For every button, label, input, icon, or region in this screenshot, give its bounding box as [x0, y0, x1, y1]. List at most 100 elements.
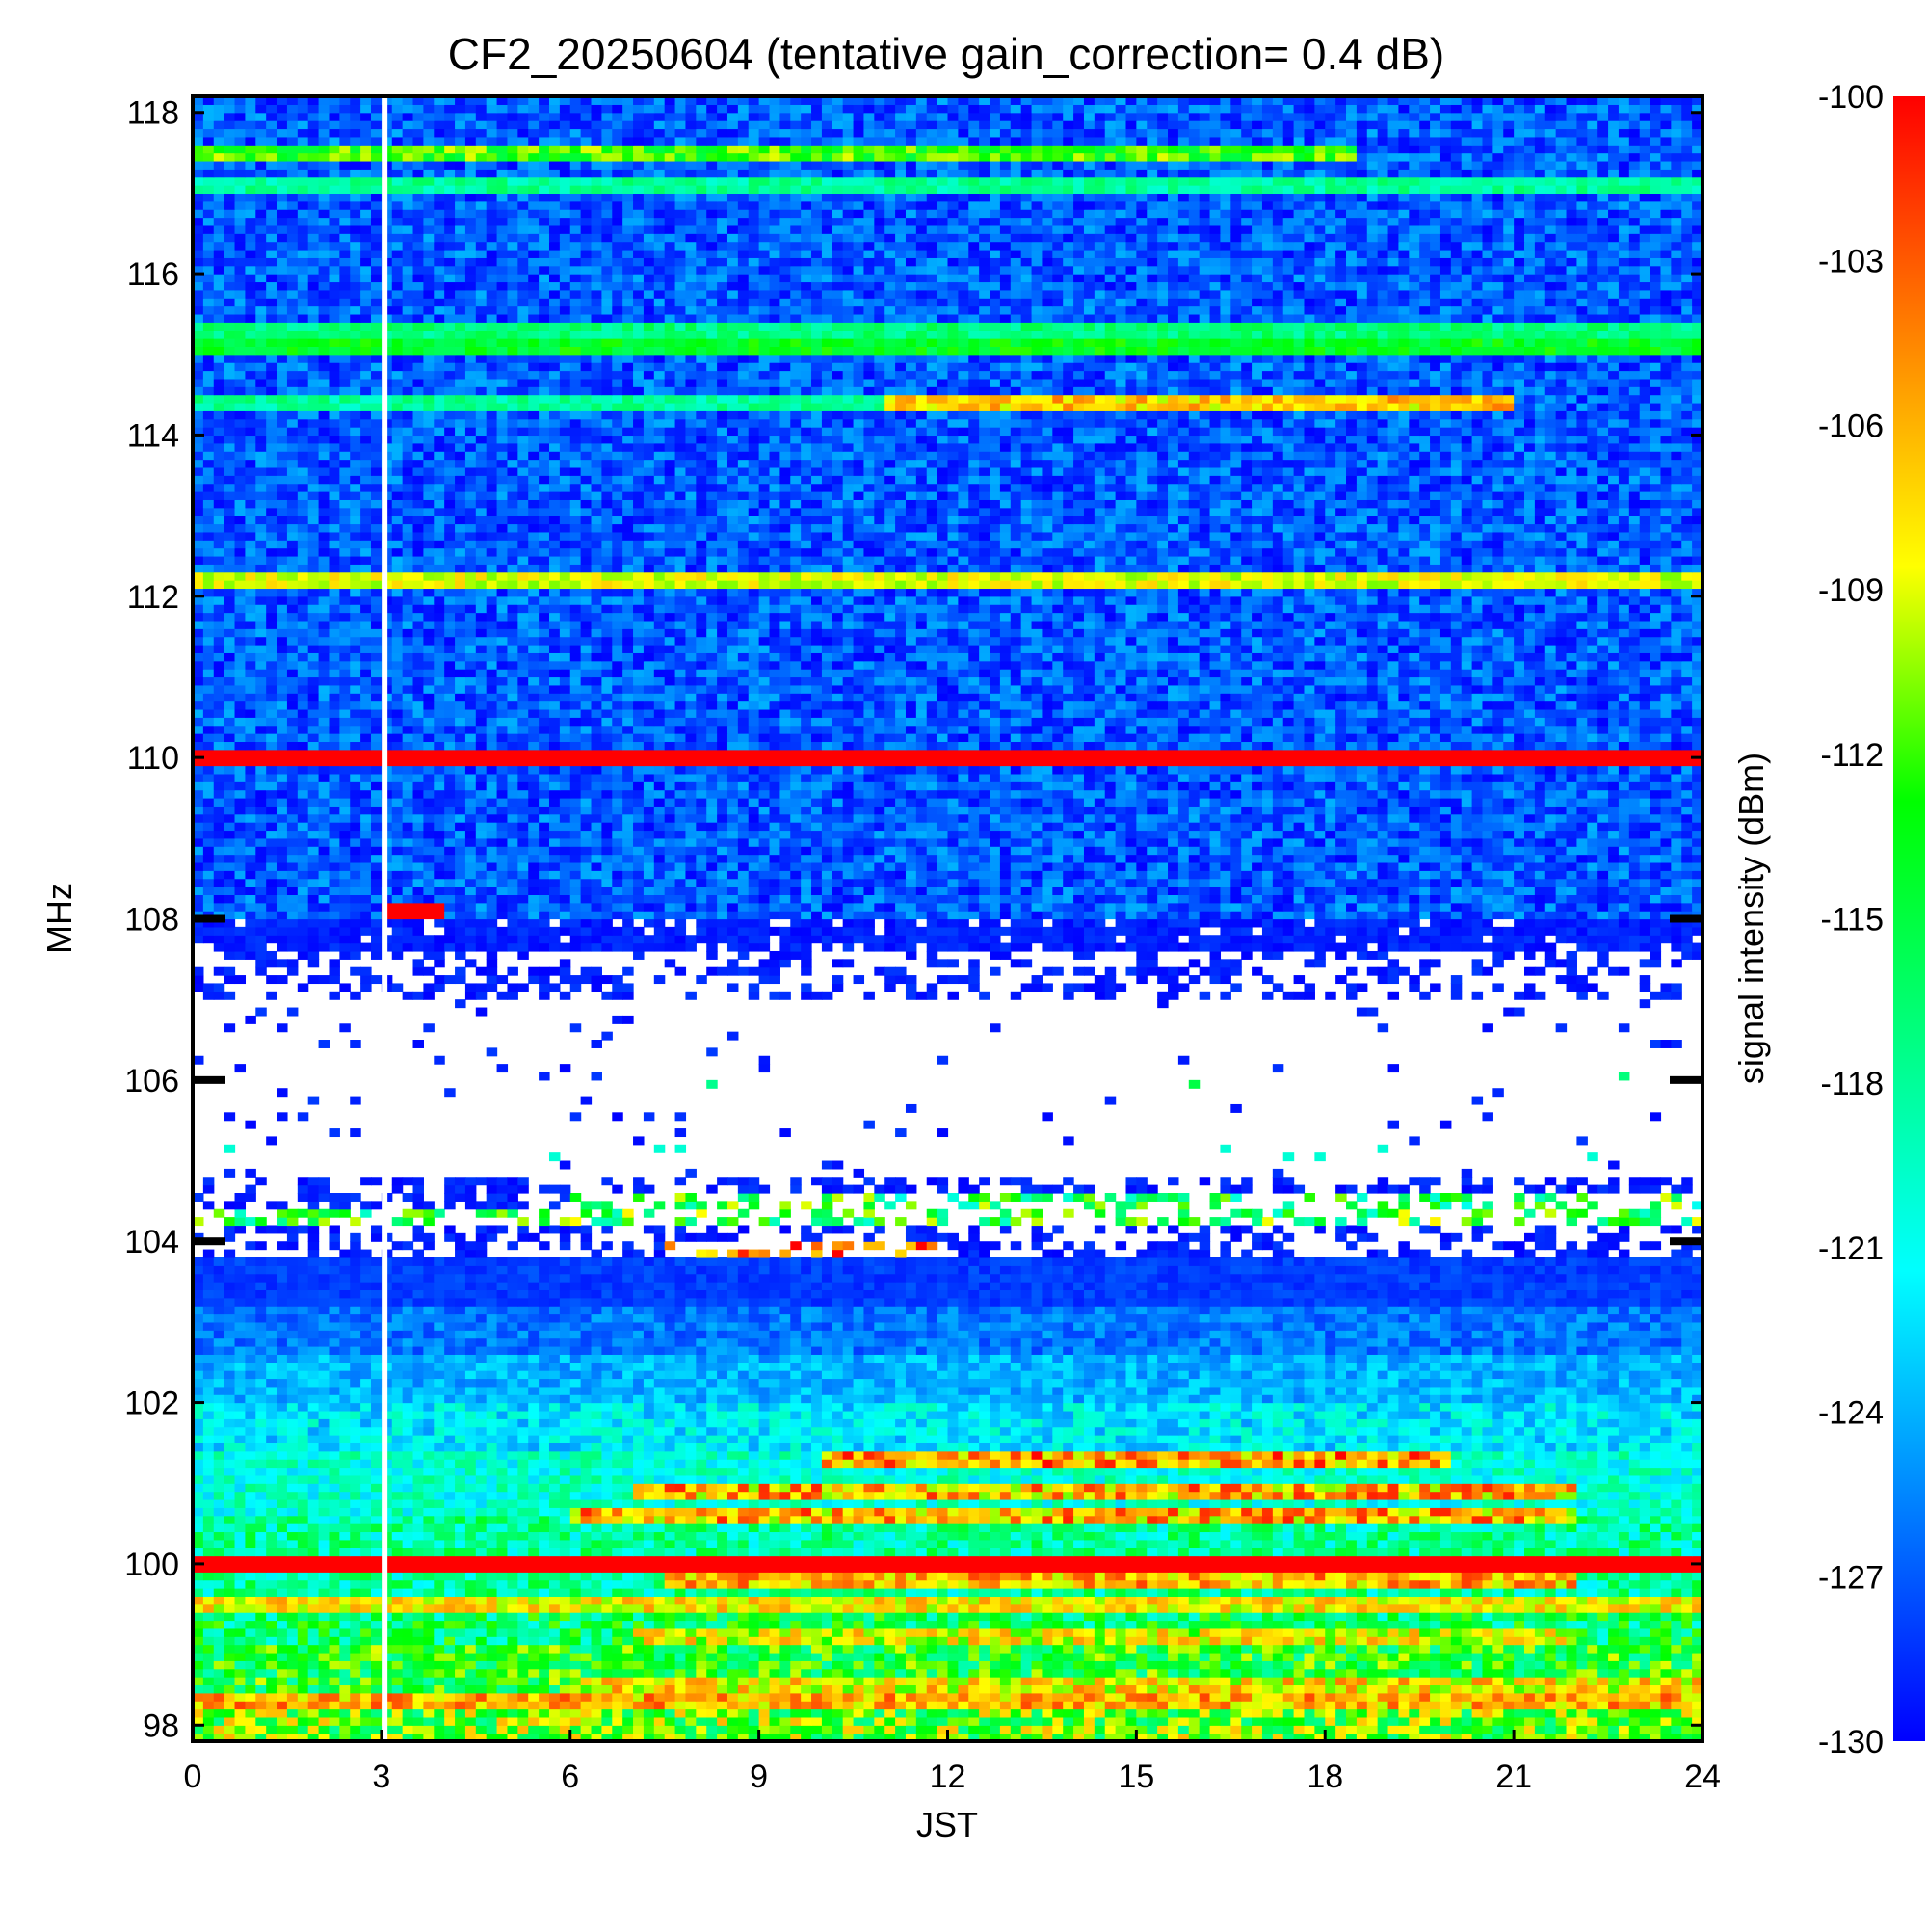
heatmap-cell: [612, 1708, 623, 1718]
heatmap-cell: [1471, 1612, 1484, 1622]
heatmap-cell: [307, 1668, 320, 1678]
heatmap-cell: [591, 1498, 602, 1508]
heatmap-cell: [726, 1572, 739, 1581]
heatmap-cell: [947, 1644, 959, 1654]
heatmap-cell: [947, 1491, 959, 1500]
heatmap-cell: [758, 1733, 771, 1742]
heatmap-cell: [832, 1733, 844, 1742]
heatmap-cell: [1010, 1660, 1022, 1670]
heatmap-cell: [726, 1467, 739, 1476]
heatmap-cell: [706, 1531, 718, 1541]
heatmap-cell: [737, 1459, 750, 1469]
heatmap-cell: [1628, 1668, 1641, 1678]
heatmap-cell: [842, 1523, 855, 1533]
heatmap-cell: [801, 1474, 812, 1484]
heatmap-cell: [245, 1677, 256, 1686]
heatmap-cell: [979, 1483, 990, 1493]
heatmap-cell: [801, 1539, 812, 1548]
heatmap-cell: [423, 1652, 435, 1661]
heatmap-cell: [423, 1555, 435, 1565]
heatmap-cell: [999, 1563, 1012, 1573]
heatmap-cell: [801, 1708, 812, 1718]
heatmap-cell: [1597, 1684, 1609, 1694]
heatmap-cell: [717, 1483, 728, 1493]
heatmap-cell: [1492, 1539, 1504, 1548]
heatmap-cell: [863, 1588, 875, 1597]
heatmap-cell: [1660, 1644, 1672, 1654]
heatmap-cell: [1168, 1628, 1179, 1637]
heatmap-cell: [1356, 1563, 1368, 1573]
heatmap-cell: [1514, 1491, 1525, 1500]
heatmap-cell: [821, 1733, 833, 1742]
heatmap-cell: [1020, 1579, 1033, 1589]
heatmap-cell: [853, 1620, 865, 1629]
heatmap-cell: [569, 1612, 582, 1622]
heatmap-cell: [1031, 1716, 1043, 1726]
heatmap-cell: [1314, 1523, 1326, 1533]
heatmap-cell: [1199, 1612, 1211, 1622]
heatmap-cell: [297, 1692, 309, 1702]
heatmap-cell: [1304, 1523, 1315, 1533]
heatmap-cell: [622, 1572, 634, 1581]
heatmap-cell: [1628, 1491, 1641, 1500]
heatmap-cell: [1681, 1684, 1693, 1694]
heatmap-cell: [496, 1491, 509, 1500]
heatmap-cell: [926, 1725, 938, 1734]
heatmap-cell: [1042, 1733, 1053, 1742]
heatmap-cell: [999, 1668, 1012, 1678]
heatmap-cell: [1356, 1579, 1368, 1589]
heatmap-cell: [1125, 1596, 1137, 1605]
heatmap-cell: [1576, 1539, 1588, 1548]
heatmap-cell: [999, 1701, 1012, 1710]
heatmap-cell: [1094, 1588, 1106, 1597]
heatmap-cell: [990, 1701, 1001, 1710]
heatmap-cell: [1471, 1701, 1484, 1710]
heatmap-cell: [286, 1644, 299, 1654]
heatmap-cell: [863, 1603, 875, 1613]
heatmap-cell: [1524, 1588, 1536, 1597]
heatmap-cell: [360, 1636, 372, 1646]
heatmap-cell: [1168, 1531, 1179, 1541]
heatmap-cell: [979, 1459, 990, 1469]
heatmap-cell: [1346, 1572, 1358, 1581]
heatmap-cell: [1168, 1539, 1179, 1548]
heatmap-cell: [622, 1515, 634, 1524]
heatmap-cell: [790, 1684, 802, 1694]
heatmap-cell: [1147, 1491, 1158, 1500]
heatmap-cell: [1534, 1628, 1546, 1637]
heatmap-cell: [224, 1603, 236, 1613]
heatmap-cell: [926, 1677, 938, 1686]
heatmap-cell: [811, 1716, 823, 1726]
heatmap-cell: [1346, 1620, 1358, 1629]
heatmap-cell: [915, 1684, 928, 1694]
heatmap-cell: [1566, 1603, 1578, 1613]
heatmap-cell: [1534, 1555, 1546, 1565]
heatmap-cell: [1576, 1555, 1588, 1565]
heatmap-cell: [1430, 1620, 1441, 1629]
heatmap-cell: [717, 1652, 728, 1661]
heatmap-cell: [1042, 1677, 1053, 1686]
heatmap-cell: [496, 1677, 509, 1686]
heatmap-cell: [307, 1491, 320, 1500]
heatmap-cell: [937, 1612, 949, 1622]
heatmap-cell: [1010, 1612, 1022, 1622]
heatmap-cell: [1220, 1603, 1231, 1613]
heatmap-cell: [664, 1716, 676, 1726]
heatmap-cell: [748, 1572, 760, 1581]
heatmap-cell: [1639, 1523, 1651, 1533]
heatmap-cell: [821, 1644, 833, 1654]
heatmap-cell: [193, 1531, 204, 1541]
heatmap-cell: [1377, 1692, 1389, 1702]
heatmap-cell: [664, 1491, 676, 1500]
heatmap-cell: [1168, 1620, 1179, 1629]
heatmap-cell: [1346, 1483, 1358, 1493]
heatmap-cell: [1052, 1507, 1064, 1517]
heatmap-cell: [559, 1467, 571, 1476]
heatmap-cell: [1188, 1708, 1201, 1718]
heatmap-cell: [1094, 1548, 1106, 1557]
heatmap-cell: [1587, 1628, 1598, 1637]
heatmap-cell: [1115, 1531, 1127, 1541]
heatmap-cell: [1042, 1531, 1053, 1541]
heatmap-cell: [539, 1652, 550, 1661]
heatmap-cell: [1010, 1483, 1022, 1493]
